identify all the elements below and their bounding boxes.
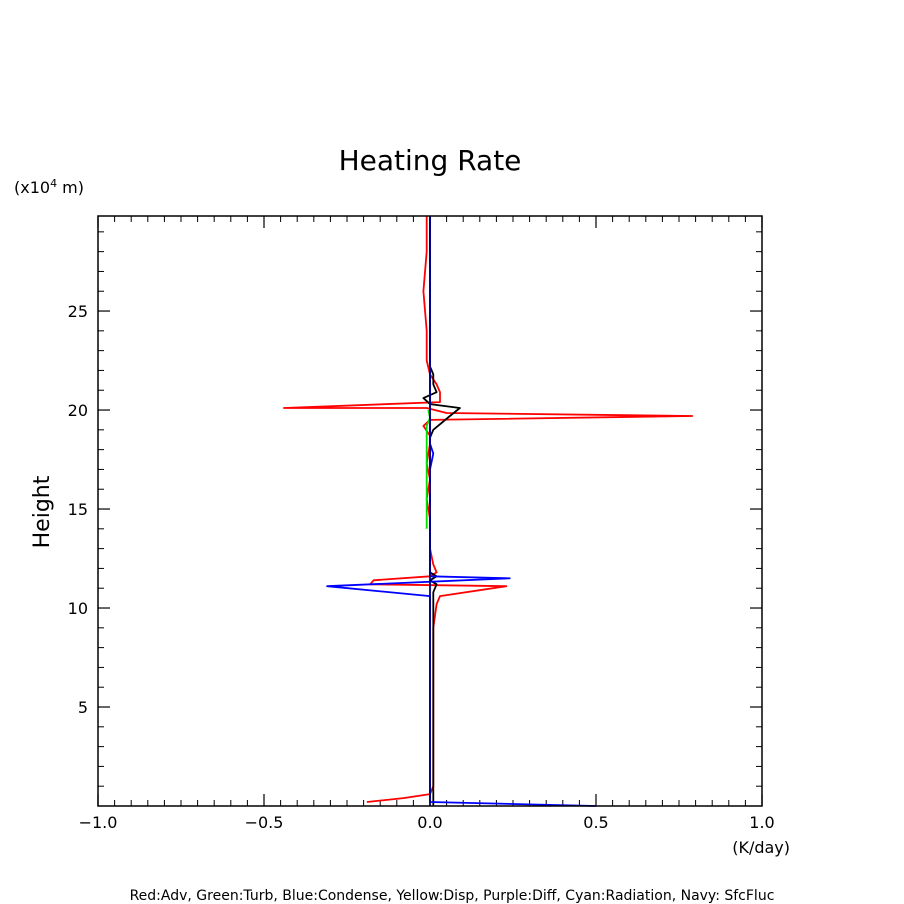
series-line-blue-condense <box>326 216 597 807</box>
x-axis-label: (K/day) <box>732 838 790 857</box>
y-axis-label: Height <box>30 475 55 548</box>
legend-text: Red:Adv, Green:Turb, Blue:Condense, Yell… <box>130 888 775 904</box>
x-tick-label: −0.5 <box>245 813 284 832</box>
data-series <box>282 216 694 807</box>
y-tick-label: 15 <box>68 500 88 519</box>
plot-frame <box>97 215 763 807</box>
y-unit-label: (x104 m) <box>14 177 84 197</box>
x-tick-label: 1.0 <box>749 813 774 832</box>
series-line-black <box>422 216 461 806</box>
series-line-red-adv <box>282 216 694 803</box>
x-tick-label: 0.0 <box>417 813 442 832</box>
y-tick-label: 5 <box>78 698 88 717</box>
tick-labels: −1.0 −0.5 0.0 0.5 1.0 5 10 15 20 25 <box>68 302 775 832</box>
x-tick-label: 0.5 <box>583 813 608 832</box>
chart-title: Heating Rate <box>339 144 522 177</box>
y-tick-label: 25 <box>68 302 88 321</box>
x-tick-label: −1.0 <box>79 813 118 832</box>
y-tick-label: 20 <box>68 401 88 420</box>
y-tick-label: 10 <box>68 599 88 618</box>
